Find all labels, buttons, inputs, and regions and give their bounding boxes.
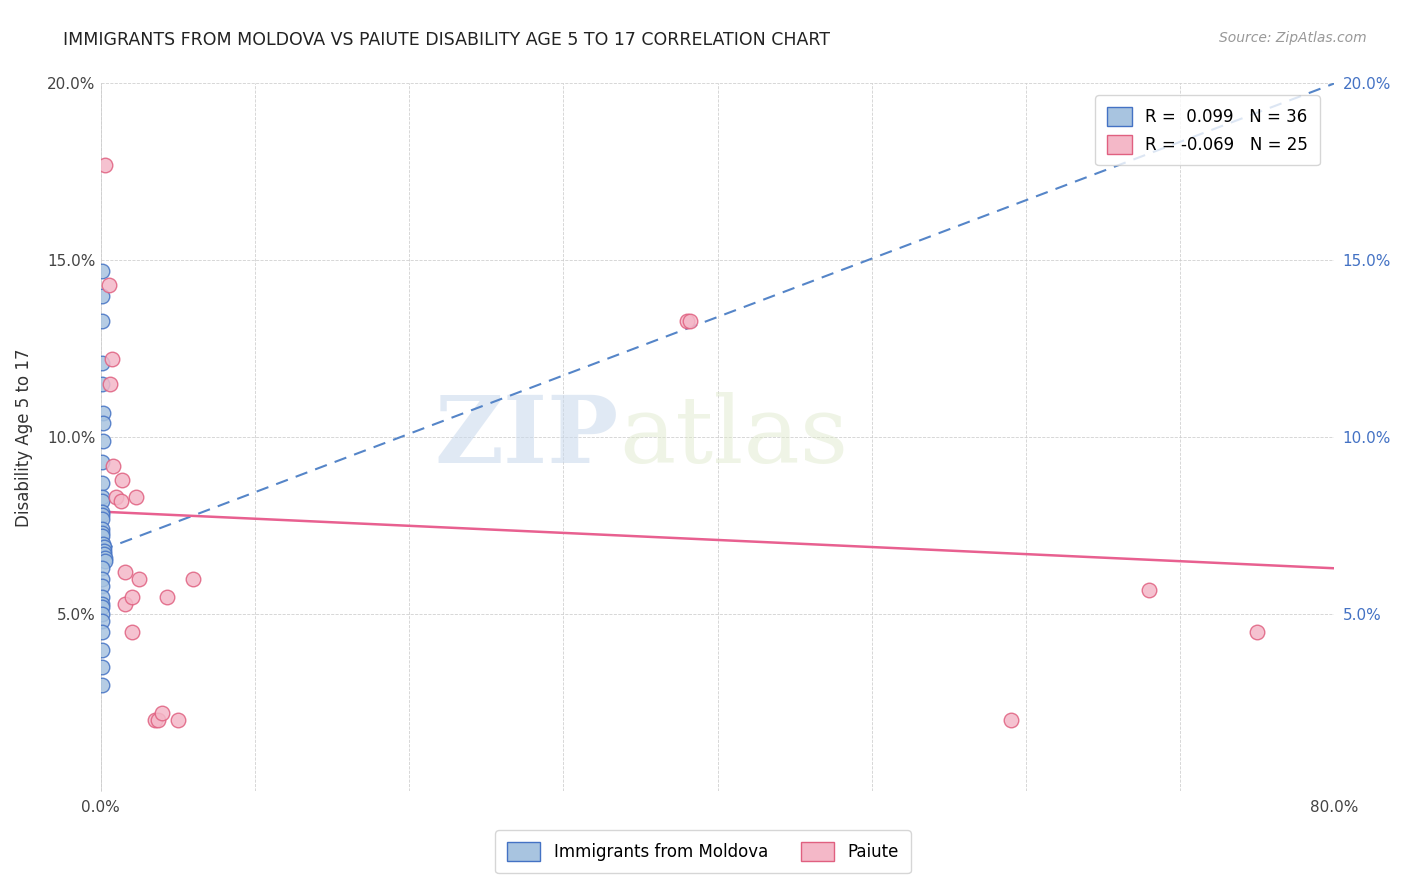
Point xyxy=(143,714,166,728)
Point xyxy=(91,476,114,491)
Point xyxy=(125,491,148,505)
Point xyxy=(91,289,114,303)
Point xyxy=(91,491,114,505)
Point xyxy=(91,615,114,629)
Point xyxy=(91,377,114,392)
Point xyxy=(91,678,114,692)
Point xyxy=(91,536,114,550)
Point xyxy=(121,590,143,604)
Point xyxy=(110,494,132,508)
Point xyxy=(156,590,179,604)
Point xyxy=(679,313,702,327)
Point xyxy=(91,416,114,430)
Point xyxy=(146,714,169,728)
Point xyxy=(167,714,190,728)
Point xyxy=(91,624,114,639)
Text: atlas: atlas xyxy=(619,392,848,483)
Point xyxy=(91,522,114,536)
Point xyxy=(90,313,112,327)
Point xyxy=(91,508,114,523)
Legend: R =  0.099   N = 36, R = -0.069   N = 25: R = 0.099 N = 36, R = -0.069 N = 25 xyxy=(1095,95,1320,166)
Point xyxy=(128,572,150,586)
Point xyxy=(94,158,117,172)
Point xyxy=(91,597,114,611)
Point xyxy=(101,458,124,473)
Text: Source: ZipAtlas.com: Source: ZipAtlas.com xyxy=(1219,31,1367,45)
Point xyxy=(105,491,128,505)
Point xyxy=(91,600,114,615)
Point xyxy=(114,565,136,579)
Point xyxy=(121,624,143,639)
Point xyxy=(98,377,121,392)
Point xyxy=(91,494,114,508)
Point xyxy=(93,540,115,554)
Point xyxy=(93,543,115,558)
Point xyxy=(111,473,134,487)
Point xyxy=(183,572,205,586)
Point xyxy=(91,561,114,575)
Point xyxy=(675,313,697,327)
Point xyxy=(1000,714,1022,728)
Point xyxy=(91,512,114,526)
Point xyxy=(152,706,174,721)
Point xyxy=(114,597,136,611)
Point xyxy=(91,642,114,657)
Point xyxy=(94,554,117,568)
Point xyxy=(1137,582,1160,597)
Point xyxy=(91,356,114,370)
Point xyxy=(91,607,114,622)
Point xyxy=(97,278,120,293)
Point xyxy=(93,550,115,565)
Point xyxy=(91,579,114,593)
Point xyxy=(100,352,122,367)
Point xyxy=(91,505,114,519)
Point xyxy=(91,529,114,543)
Point xyxy=(91,660,114,674)
Point xyxy=(1246,624,1268,639)
Text: IMMIGRANTS FROM MOLDOVA VS PAIUTE DISABILITY AGE 5 TO 17 CORRELATION CHART: IMMIGRANTS FROM MOLDOVA VS PAIUTE DISABI… xyxy=(63,31,831,49)
Point xyxy=(91,406,114,420)
Point xyxy=(93,547,115,561)
Y-axis label: Disability Age 5 to 17: Disability Age 5 to 17 xyxy=(15,348,32,526)
Point xyxy=(90,264,112,278)
Point xyxy=(91,572,114,586)
Legend: Immigrants from Moldova, Paiute: Immigrants from Moldova, Paiute xyxy=(495,830,911,873)
Point xyxy=(91,434,114,448)
Point xyxy=(91,455,114,469)
Point xyxy=(91,590,114,604)
Point xyxy=(91,525,114,540)
Text: ZIP: ZIP xyxy=(434,392,619,483)
